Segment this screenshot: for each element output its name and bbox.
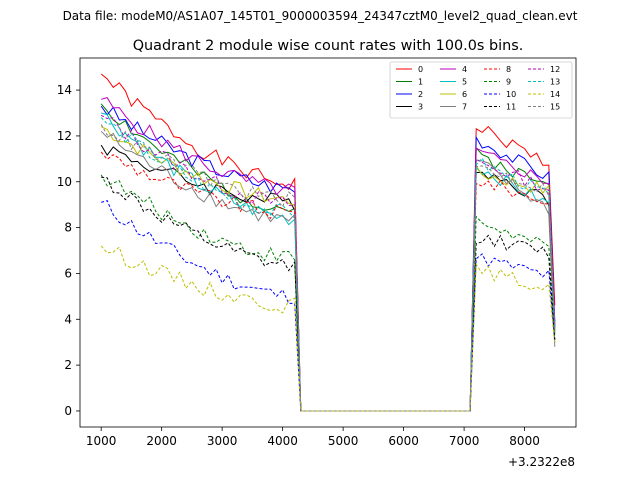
x-axis: 1000 2000 3000 4000 5000 6000 7000 8000 [86,427,540,448]
y-tick-label: 4 [64,312,72,326]
series-4-line [101,97,556,412]
x-tick-label: 2000 [146,434,177,448]
series-8-line [100,151,556,412]
legend-label-15: 15 [550,103,560,112]
legend-label-2: 2 [418,90,423,99]
y-tick-label: 2 [64,358,72,372]
legend-label-4: 4 [462,65,467,74]
plot-frame [79,57,577,428]
legend-label-9: 9 [506,78,511,87]
series-layer [100,73,556,412]
y-tick-label: 6 [64,266,72,280]
x-tick-label: 8000 [509,434,540,448]
x-tick-label: 7000 [449,434,480,448]
plot-area [79,57,577,428]
legend-box [389,61,573,119]
x-tick-label: 3000 [207,434,238,448]
legend-label-6: 6 [462,90,467,99]
series-2-line [100,105,556,412]
legend-label-0: 0 [418,65,423,74]
legend-label-13: 13 [550,78,560,87]
y-tick-label: 8 [64,221,72,235]
legend-label-1: 1 [418,78,423,87]
y-tick-label: 0 [64,404,72,418]
y-tick-label: 10 [57,175,72,189]
legend-label-3: 3 [418,103,423,112]
series-15-line [100,124,556,412]
legend-label-12: 12 [550,65,560,74]
legend-label-8: 8 [506,65,511,74]
y-tick-label: 14 [57,83,72,97]
legend-label-5: 5 [462,78,467,87]
x-tick-label: 4000 [267,434,298,448]
legend-label-10: 10 [506,90,516,99]
legend-label-11: 11 [506,103,516,112]
series-7-line [100,130,556,412]
series-9-line [100,174,556,412]
x-offset-label: +3.2322e8 [508,455,575,469]
x-tick-label: 5000 [328,434,359,448]
series-10-line [101,199,556,412]
data-file-label: Data file: modeM0/AS1A07_145T01_90000035… [63,9,578,23]
x-tick-label: 1000 [86,434,117,448]
series-0-line [100,73,556,412]
series-13-line [100,117,556,412]
y-axis: 0 2 4 6 8 10 12 14 [57,83,80,418]
legend-label-7: 7 [462,103,467,112]
legend-label-14: 14 [550,90,560,99]
series-11-line [101,176,556,412]
y-tick-label: 12 [57,129,72,143]
x-tick-label: 6000 [388,434,419,448]
chart-title: Quadrant 2 module wise count rates with … [133,38,524,54]
